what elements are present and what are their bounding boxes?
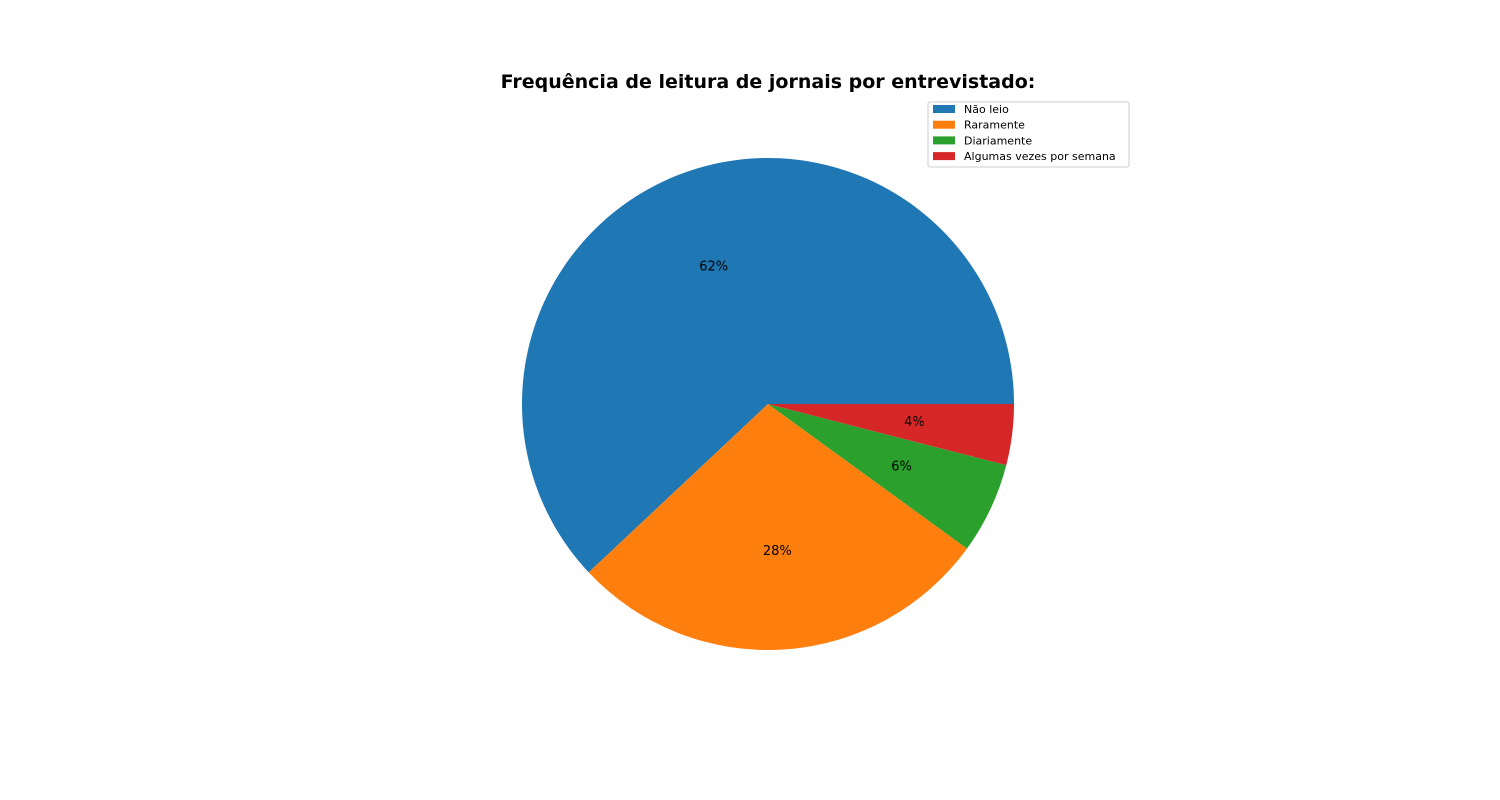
pie-slices	[521, 157, 1014, 650]
slice-percent-label: 6%	[891, 459, 912, 474]
pie-slice-raramente	[588, 404, 968, 650]
legend-swatch	[933, 152, 955, 161]
slice-percent-label: 4%	[904, 415, 925, 430]
legend-swatch	[933, 105, 955, 113]
slice-percent-label: 28%	[763, 544, 792, 559]
legend-frame	[927, 101, 1130, 168]
legend-label: Algumas vezes por semana	[964, 150, 1116, 163]
legend: Não leio Raramente Diariamente Algumas veze…	[927, 101, 1130, 168]
legend-label: Não leio	[964, 103, 1009, 116]
legend-label: Diariamente	[964, 134, 1032, 147]
legend-swatch	[933, 136, 955, 145]
pie-slice-labels: 62% 28% 6% 4%	[699, 259, 925, 559]
pie-slice-nao-leio	[521, 157, 1014, 573]
pie-slice-algumas-vezes-por-semana	[768, 404, 1014, 466]
pie-slice-diariamente	[768, 404, 1007, 549]
legend-swatch	[933, 120, 955, 129]
legend-entries: Não leio Raramente Diariamente Algumas veze…	[933, 103, 1116, 163]
legend-label: Raramente	[964, 119, 1025, 132]
slice-percent-label: 62%	[699, 259, 728, 274]
chart-title: Frequência de leitura de jornais por ent…	[501, 71, 1036, 93]
